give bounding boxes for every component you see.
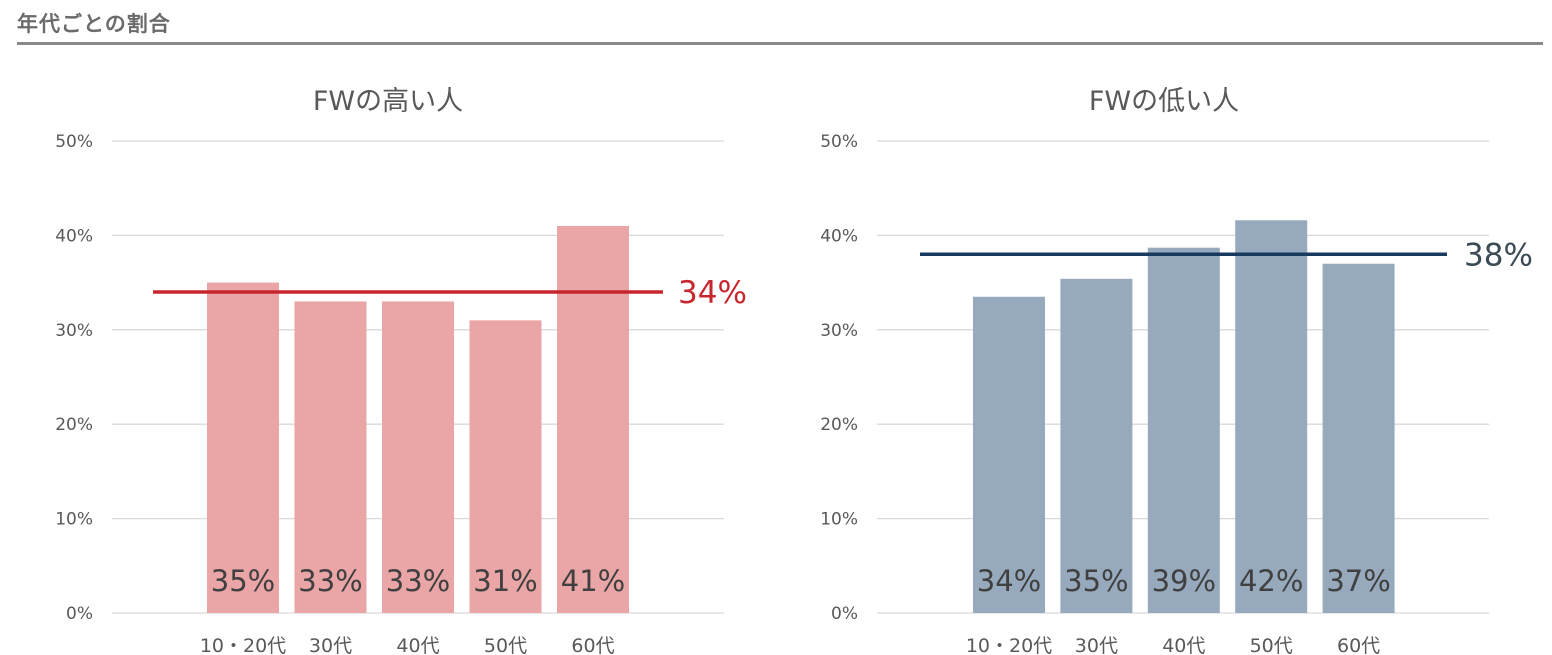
bar-value-label: 39% <box>1152 564 1216 598</box>
y-tick-label: 50% <box>55 132 93 152</box>
y-tick-label: 20% <box>55 415 93 435</box>
bar-value-label: 33% <box>386 564 450 598</box>
y-tick-label: 10% <box>820 510 858 530</box>
x-tick-label: 50代 <box>484 635 527 655</box>
section-title: 年代ごとの割合 <box>17 12 171 36</box>
bar-value-label: 34% <box>977 564 1041 598</box>
x-tick-label: 50代 <box>1250 635 1293 655</box>
y-tick-label: 10% <box>55 510 93 530</box>
x-tick-label: 30代 <box>309 635 352 655</box>
bar <box>207 282 279 613</box>
x-tick-label: 60代 <box>1337 635 1380 655</box>
bar-value-label: 37% <box>1326 564 1390 598</box>
x-tick-label: 10・20代 <box>200 635 286 655</box>
bar-value-label: 42% <box>1239 564 1303 598</box>
y-tick-label: 40% <box>55 226 93 246</box>
chart-fw-low: FWの低い人 0% 10% 20% 30% 40% 50% 34% 10・20代 35% 30代 39… <box>820 86 1533 655</box>
average-label: 38% <box>1464 237 1533 273</box>
x-tick-label: 40代 <box>396 635 439 655</box>
y-tick-label: 0% <box>831 604 858 624</box>
average-label: 34% <box>678 275 747 311</box>
bar <box>1322 263 1395 613</box>
chart-title: FWの高い人 <box>313 86 463 117</box>
bar <box>1147 247 1220 613</box>
bar-value-label: 35% <box>211 564 275 598</box>
chart-fw-high: FWの高い人 0% 10% 20% 30% 40% 50% 35% 10・20代 33% 30代 33… <box>55 86 747 655</box>
bar-value-label: 31% <box>473 564 537 598</box>
bar <box>294 301 367 613</box>
y-tick-label: 30% <box>820 321 858 341</box>
bar <box>1060 278 1133 613</box>
bar <box>469 320 542 613</box>
section-divider <box>17 42 1543 45</box>
y-tick-label: 20% <box>820 415 858 435</box>
bar <box>973 296 1045 613</box>
y-tick-label: 50% <box>820 132 858 152</box>
x-tick-label: 60代 <box>571 635 614 655</box>
y-tick-label: 0% <box>66 604 93 624</box>
y-tick-label: 40% <box>820 226 858 246</box>
x-tick-label: 40代 <box>1162 635 1205 655</box>
bar-value-label: 35% <box>1064 564 1128 598</box>
chart-title: FWの低い人 <box>1089 86 1239 117</box>
bar <box>557 225 629 613</box>
bar-value-label: 41% <box>561 564 625 598</box>
bar-value-label: 33% <box>298 564 362 598</box>
y-tick-label: 30% <box>55 321 93 341</box>
bar <box>382 301 454 613</box>
bar <box>1235 220 1308 613</box>
x-tick-label: 10・20代 <box>966 635 1052 655</box>
x-tick-label: 30代 <box>1075 635 1118 655</box>
